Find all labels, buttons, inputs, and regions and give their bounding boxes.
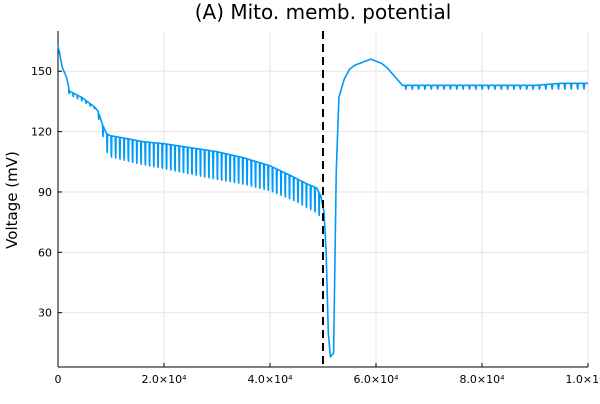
chart-title: (A) Mito. memb. potential: [195, 0, 452, 24]
x-tick-label-4: 8.0×10⁴: [459, 373, 505, 386]
x-tick-label-3: 6.0×10⁴: [353, 373, 399, 386]
y-tick-label-1: 60: [38, 246, 52, 259]
x-tick-label-1: 2.0×10⁴: [141, 373, 187, 386]
y-tick-label-0: 30: [38, 307, 52, 320]
axes: [58, 31, 588, 367]
grid: [58, 31, 588, 367]
x-tick-label-2: 4.0×10⁴: [247, 373, 293, 386]
x-axis-ticks: 0 2.0×10⁴ 4.0×10⁴ 6.0×10⁴ 8.0×10⁴ 1.0×10⁵: [55, 363, 600, 386]
y-tick-label-2: 90: [38, 186, 52, 199]
y-axis-label: Voltage (mV): [3, 151, 21, 249]
x-tick-label-0: 0: [55, 373, 62, 386]
y-axis-ticks: 30 60 90 120 150: [31, 65, 62, 319]
x-tick-label-5: 1.0×10⁵: [565, 373, 600, 386]
y-tick-label-3: 120: [31, 126, 52, 139]
y-tick-label-4: 150: [31, 65, 52, 78]
